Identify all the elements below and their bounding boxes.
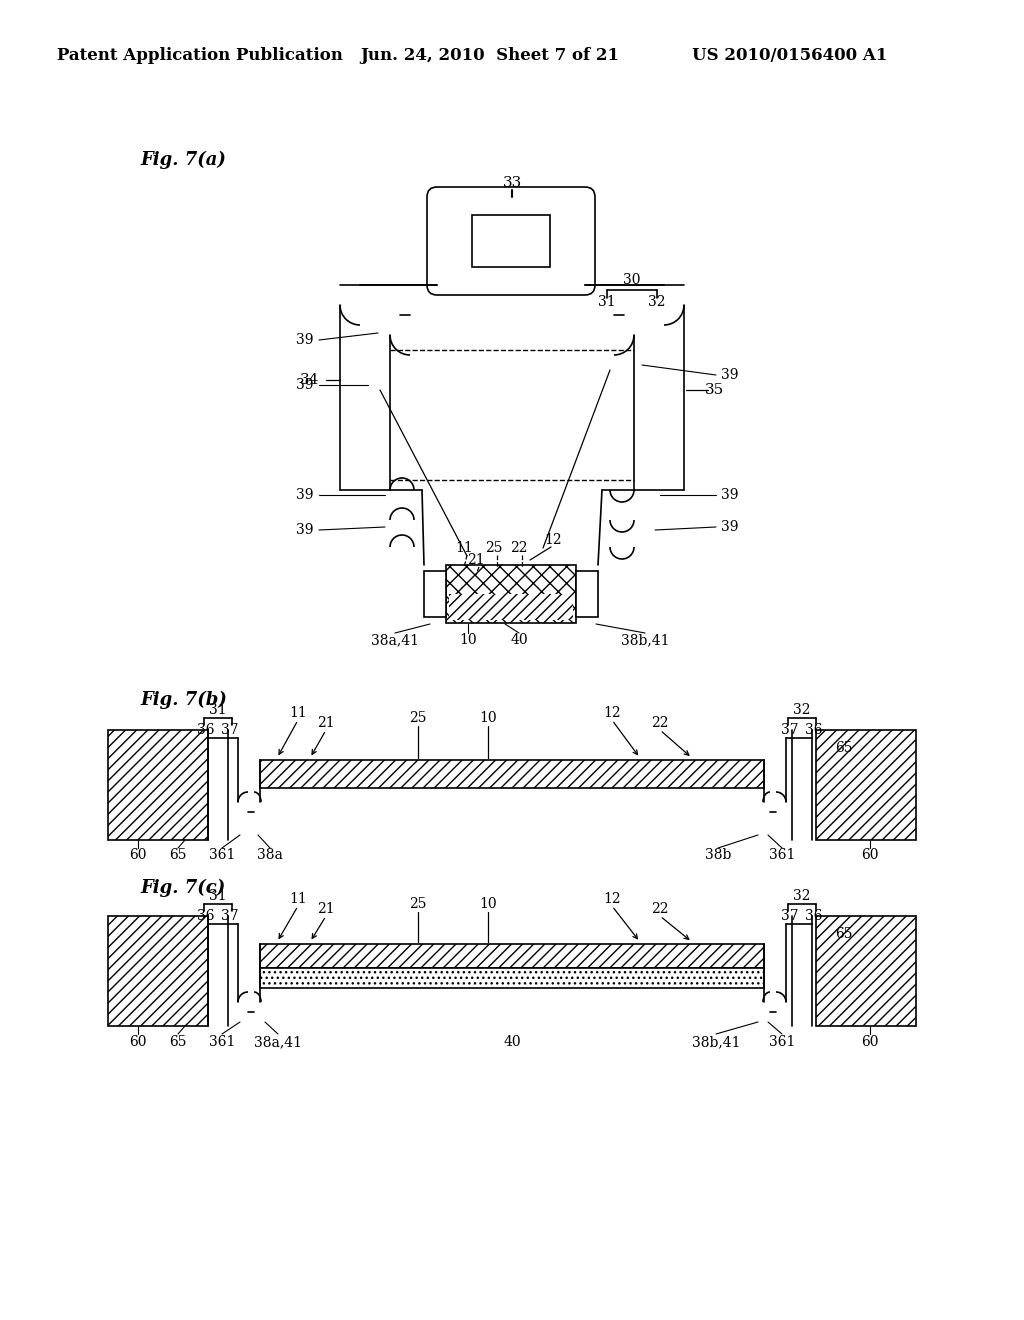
Bar bbox=[260, 968, 764, 987]
Text: 22: 22 bbox=[651, 902, 669, 916]
Bar bbox=[424, 572, 446, 616]
Text: 38a,41: 38a,41 bbox=[254, 1035, 302, 1049]
Text: 22: 22 bbox=[651, 715, 669, 730]
Text: Fig. 7(b): Fig. 7(b) bbox=[140, 690, 227, 709]
Text: 33: 33 bbox=[503, 176, 521, 190]
Text: 39: 39 bbox=[721, 368, 738, 381]
Text: 22: 22 bbox=[510, 541, 527, 554]
Text: 60: 60 bbox=[129, 847, 146, 862]
Bar bbox=[816, 730, 916, 840]
Text: 38a,41: 38a,41 bbox=[371, 634, 419, 647]
Text: 12: 12 bbox=[544, 533, 562, 546]
Text: 31: 31 bbox=[209, 704, 226, 717]
Bar bbox=[449, 594, 573, 620]
Text: 40: 40 bbox=[503, 1035, 521, 1049]
Text: 39: 39 bbox=[296, 333, 313, 347]
Text: 36: 36 bbox=[198, 909, 215, 923]
Text: Fig. 7(a): Fig. 7(a) bbox=[140, 150, 226, 169]
Text: 21: 21 bbox=[317, 902, 335, 916]
Text: 39: 39 bbox=[296, 523, 313, 537]
Text: US 2010/0156400 A1: US 2010/0156400 A1 bbox=[692, 46, 888, 63]
Text: 11: 11 bbox=[289, 706, 307, 719]
Bar bbox=[108, 916, 208, 1026]
Text: 25: 25 bbox=[485, 541, 503, 554]
Text: 32: 32 bbox=[648, 294, 666, 309]
Text: 37: 37 bbox=[221, 909, 239, 923]
Text: 10: 10 bbox=[479, 711, 497, 725]
Text: 12: 12 bbox=[603, 892, 621, 906]
Text: 65: 65 bbox=[836, 741, 853, 755]
Text: 34: 34 bbox=[300, 374, 319, 387]
Text: 25: 25 bbox=[410, 898, 427, 911]
Text: 11: 11 bbox=[289, 892, 307, 906]
Text: 65: 65 bbox=[169, 847, 186, 862]
Bar bbox=[108, 730, 208, 840]
Text: 38b,41: 38b,41 bbox=[692, 1035, 740, 1049]
Bar bbox=[260, 760, 764, 788]
Text: 39: 39 bbox=[721, 488, 738, 502]
Bar bbox=[575, 572, 598, 616]
Text: 39: 39 bbox=[296, 378, 313, 392]
Text: 38b: 38b bbox=[705, 847, 731, 862]
Bar bbox=[446, 565, 575, 623]
Text: 65: 65 bbox=[169, 1035, 186, 1049]
Text: 361: 361 bbox=[209, 1035, 236, 1049]
Text: 40: 40 bbox=[510, 634, 527, 647]
Text: 32: 32 bbox=[794, 888, 811, 903]
Text: Patent Application Publication: Patent Application Publication bbox=[57, 46, 343, 63]
Text: 10: 10 bbox=[459, 634, 477, 647]
Text: 36: 36 bbox=[198, 723, 215, 737]
Text: 60: 60 bbox=[861, 847, 879, 862]
Text: 25: 25 bbox=[410, 711, 427, 725]
Text: 10: 10 bbox=[479, 898, 497, 911]
Text: 65: 65 bbox=[836, 927, 853, 941]
Text: 361: 361 bbox=[769, 1035, 796, 1049]
Text: 21: 21 bbox=[317, 715, 335, 730]
Text: 36: 36 bbox=[805, 909, 822, 923]
Text: Fig. 7(c): Fig. 7(c) bbox=[140, 879, 225, 898]
Text: 21: 21 bbox=[467, 553, 484, 568]
Text: 37: 37 bbox=[781, 723, 799, 737]
Text: 31: 31 bbox=[598, 294, 615, 309]
Text: 31: 31 bbox=[209, 888, 226, 903]
Text: 37: 37 bbox=[221, 723, 239, 737]
Text: 36: 36 bbox=[805, 723, 822, 737]
Text: 37: 37 bbox=[781, 909, 799, 923]
Text: 11: 11 bbox=[455, 541, 473, 554]
Bar bbox=[472, 215, 550, 267]
Bar bbox=[260, 944, 764, 968]
Text: 35: 35 bbox=[706, 383, 725, 397]
Text: 38a: 38a bbox=[257, 847, 283, 862]
Text: 39: 39 bbox=[296, 488, 313, 502]
Bar bbox=[816, 916, 916, 1026]
Text: 39: 39 bbox=[721, 520, 738, 535]
Text: 32: 32 bbox=[794, 704, 811, 717]
Text: 38b,41: 38b,41 bbox=[621, 634, 670, 647]
Text: 60: 60 bbox=[861, 1035, 879, 1049]
Text: 361: 361 bbox=[209, 847, 236, 862]
Text: 30: 30 bbox=[624, 273, 641, 286]
Text: Jun. 24, 2010  Sheet 7 of 21: Jun. 24, 2010 Sheet 7 of 21 bbox=[360, 46, 620, 63]
Text: 12: 12 bbox=[603, 706, 621, 719]
FancyBboxPatch shape bbox=[427, 187, 595, 294]
Text: 361: 361 bbox=[769, 847, 796, 862]
Text: 60: 60 bbox=[129, 1035, 146, 1049]
